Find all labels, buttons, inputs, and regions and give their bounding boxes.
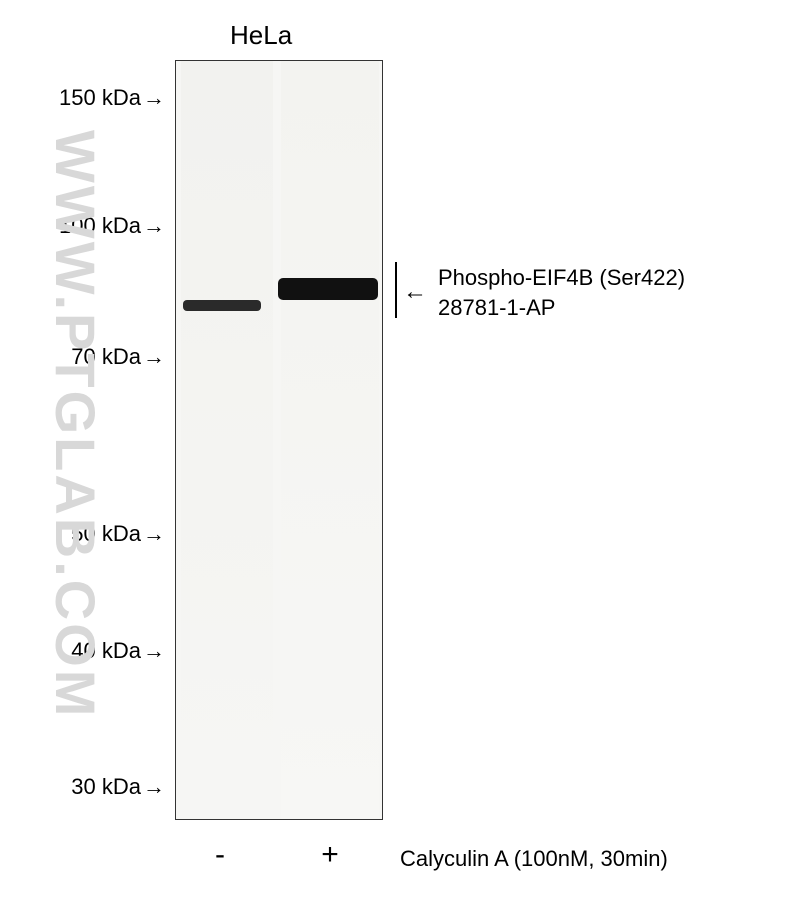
- lane-plus-bg: [281, 61, 379, 819]
- mw-label: 150 kDa: [59, 85, 141, 110]
- protein-name: Phospho-EIF4B (Ser422): [438, 263, 685, 293]
- treatment-minus: -: [210, 838, 230, 872]
- mw-arrow: →: [143, 85, 165, 111]
- catalog-number: 28781-1-AP: [438, 293, 685, 323]
- band-plus: [278, 278, 378, 300]
- mw-arrow: →: [143, 213, 165, 239]
- arrow-left-icon: ←: [403, 278, 427, 306]
- mw-label: 30 kDa: [71, 774, 141, 799]
- watermark-text: WWW.PTGLAB.COM: [43, 130, 108, 719]
- band-bracket: [395, 262, 397, 318]
- treatment-plus: +: [320, 838, 340, 872]
- band-minus: [183, 300, 261, 311]
- mw-marker: 150 kDa→: [25, 85, 165, 111]
- mw-arrow: →: [143, 638, 165, 664]
- blot-figure: WWW.PTGLAB.COM HeLa 150 kDa→ 100 kDa→ 70…: [0, 0, 800, 903]
- blot-membrane: [175, 60, 383, 820]
- mw-arrow: →: [143, 774, 165, 800]
- mw-arrow: →: [143, 521, 165, 547]
- protein-label: Phospho-EIF4B (Ser422) 28781-1-AP: [438, 263, 685, 322]
- mw-arrow: →: [143, 344, 165, 370]
- lane-minus-bg: [181, 61, 273, 819]
- lane-header: HeLa: [230, 20, 292, 51]
- mw-marker: 30 kDa→: [25, 774, 165, 800]
- treatment-label: Calyculin A (100nM, 30min): [400, 846, 668, 872]
